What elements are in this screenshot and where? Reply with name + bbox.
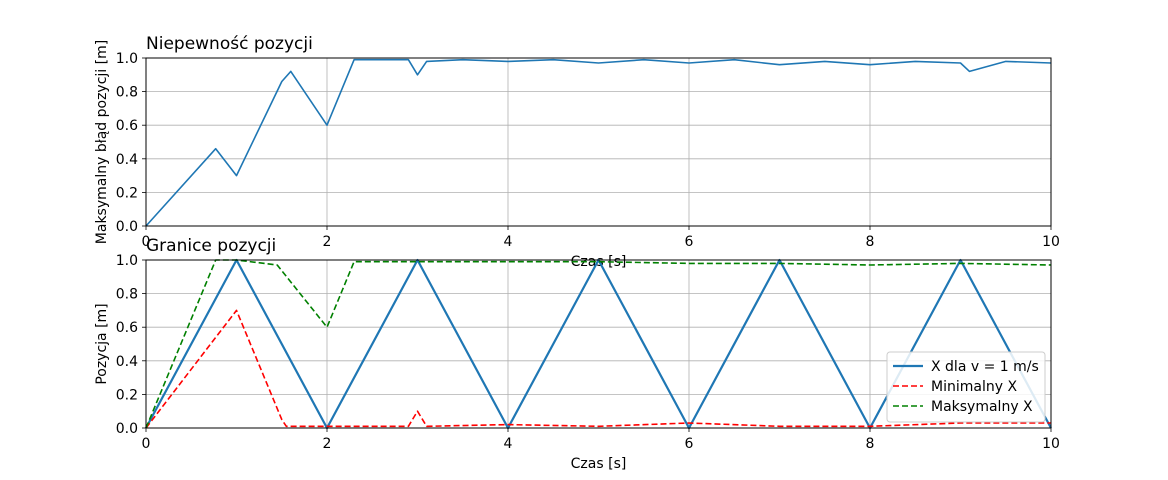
y-tick-label: 0.4 (116, 152, 138, 168)
axes-frame (145, 57, 1052, 227)
x-tick-label: 10 (1042, 234, 1060, 250)
x-tick-label: 8 (866, 234, 875, 250)
x-axis-label: Czas [s] (571, 456, 627, 472)
y-tick-label: 0.6 (116, 118, 138, 134)
y-tick-label: 0.6 (116, 320, 138, 336)
axes-frame (145, 259, 1052, 429)
x-tick-label: 6 (685, 234, 694, 250)
x-tick-label: 10 (1042, 436, 1060, 452)
x-tick-label: 0 (142, 436, 151, 452)
y-tick-label: 0.4 (116, 354, 138, 370)
y-axis-label: Pozycja [m] (94, 303, 110, 384)
series-line-1 (145, 309, 1051, 429)
legend-label-2: Maksymalny X (931, 399, 1033, 415)
legend: X dla v = 1 m/s Minimalny X Maksymalny X (886, 351, 1046, 423)
x-tick-label: 0 (142, 234, 151, 250)
chart-title: Granice pozycji (146, 236, 276, 256)
y-tick-label: 0.2 (116, 387, 138, 403)
series-layer (145, 58, 1052, 227)
x-tick-label: 2 (323, 436, 332, 452)
legend-label-0: X dla v = 1 m/s (931, 359, 1039, 375)
chart-position-bounds: 0 2 4 6 8 10 0.0 0.2 0.4 0.6 0.8 1.0 Granice pozycj… (94, 236, 1060, 472)
y-tick-label: 0.8 (116, 85, 138, 101)
x-tick-label: 8 (866, 436, 875, 452)
series-line-2 (145, 259, 1052, 429)
y-tick-label: 0.0 (116, 421, 138, 437)
y-tick-label: 1.0 (116, 253, 138, 269)
ticks: 0 2 4 6 8 10 0.0 0.2 0.4 0.6 0.8 1.0 (116, 253, 1060, 452)
chart-title: Niepewność pozycji (146, 34, 313, 54)
y-tick-label: 0.8 (116, 287, 138, 303)
x-tick-label: 4 (504, 234, 513, 250)
ticks: 0 2 4 6 8 10 0.0 0.2 0.4 0.6 0.8 1.0 (116, 51, 1060, 250)
y-tick-label: 0.2 (116, 185, 138, 201)
legend-box (886, 351, 1046, 423)
y-axis-label: Maksymalny błąd pozycji [m] (94, 40, 110, 244)
legend-label-1: Minimalny X (931, 379, 1017, 395)
chart-uncertainty: 0 2 4 6 8 10 0.0 0.2 0.4 0.6 0.8 1.0 Niepewność poz… (94, 34, 1060, 270)
x-tick-label: 4 (504, 436, 513, 452)
x-tick-label: 2 (323, 234, 332, 250)
series-line-0 (145, 58, 1052, 227)
y-tick-label: 1.0 (116, 51, 138, 67)
y-tick-label: 0.0 (116, 219, 138, 235)
x-tick-label: 6 (685, 436, 694, 452)
